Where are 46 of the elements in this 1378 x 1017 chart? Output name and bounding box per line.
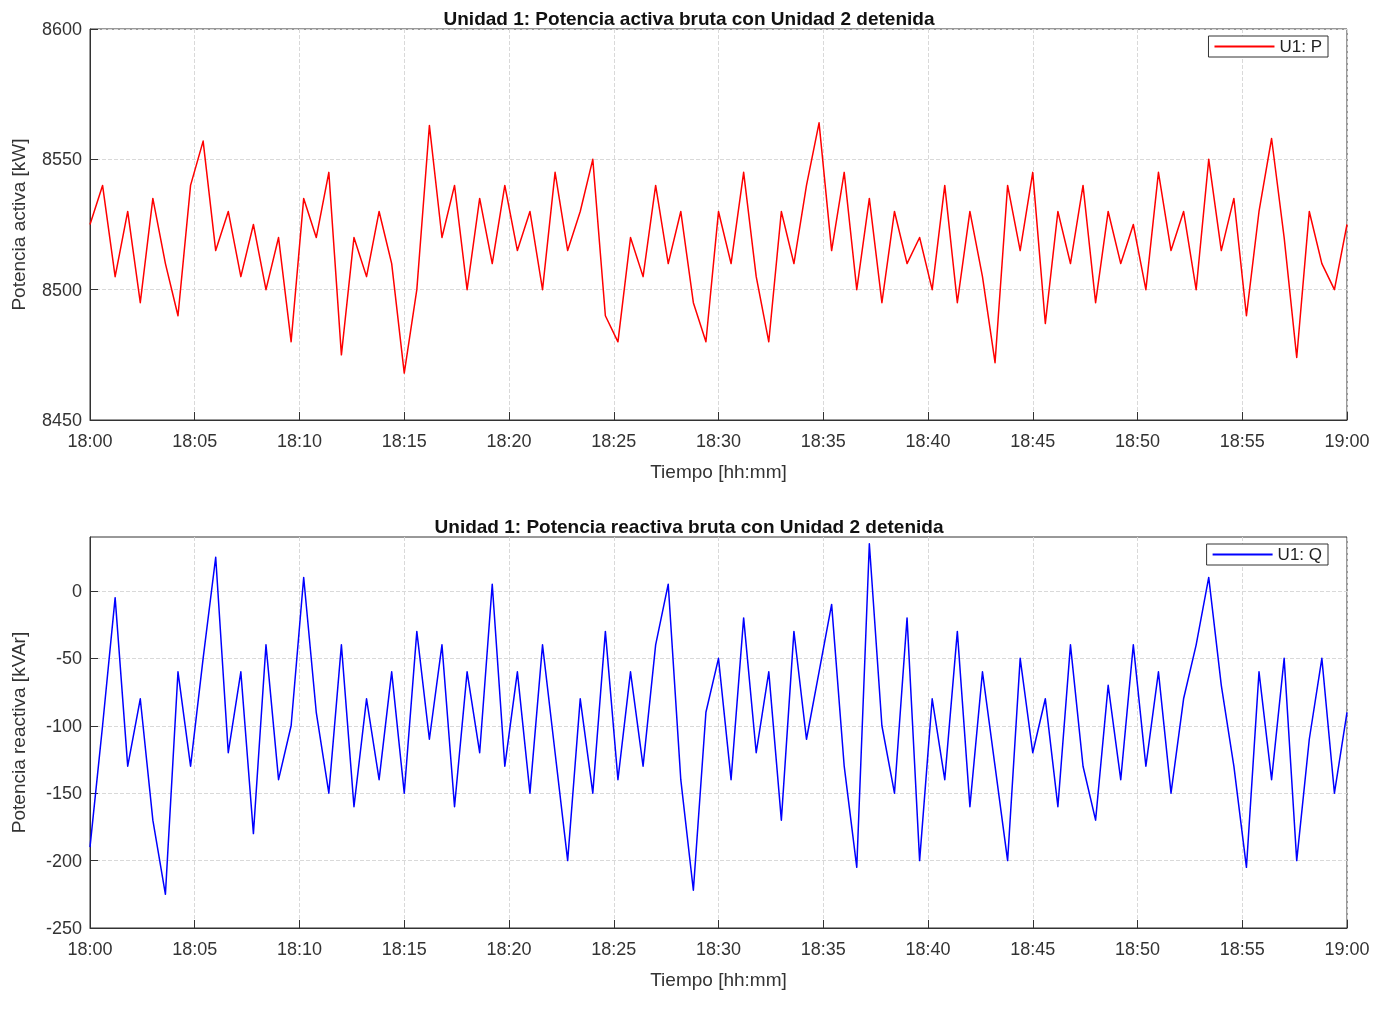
x-tick-label: 18:55: [1219, 939, 1265, 959]
line-series: [89, 542, 1348, 896]
y-tick-label: 8450: [41, 410, 82, 430]
y-tick-label: -200: [45, 850, 82, 871]
y-tick-label: 8500: [41, 279, 82, 300]
x-tick-label: 19:00: [1324, 431, 1370, 451]
y-tick-label: -50: [55, 648, 82, 669]
x-tick-label: 18:35: [800, 431, 846, 451]
x-axis-title: Tiempo [hh:mm]: [650, 461, 787, 482]
x-tick-label: 18:50: [1114, 431, 1160, 451]
x-tick-label: 18:45: [1010, 431, 1056, 451]
x-tick-label: 19:00: [1324, 939, 1370, 959]
line-series: [89, 122, 1348, 374]
x-tick-label: 18:40: [905, 939, 951, 959]
x-tick-label: 18:40: [905, 431, 951, 451]
x-tick-label: 18:10: [277, 939, 323, 959]
y-axis-title: Potencia activa [kW]: [8, 138, 29, 311]
chart-title: Unidad 1: Potencia reactiva bruta con Unidad 2 detenida: [434, 516, 944, 537]
y-tick-label: -100: [45, 715, 82, 736]
x-tick-label: 18:15: [381, 939, 427, 959]
x-tick-label: 18:20: [486, 431, 532, 451]
x-tick-label: 18:05: [172, 431, 218, 451]
y-tick-label: -250: [45, 918, 82, 938]
legend-label: U1: P: [1279, 37, 1323, 56]
y-tick-label: 8600: [41, 19, 82, 39]
x-tick-label: 18:15: [381, 431, 427, 451]
y-tick-label: -150: [45, 783, 82, 804]
x-axis-title: Tiempo [hh:mm]: [650, 969, 787, 990]
x-tick-label: 18:30: [695, 431, 742, 451]
x-tick-label: 18:25: [591, 431, 637, 451]
legend-label: U1: Q: [1277, 545, 1323, 564]
y-tick-label: 0: [71, 580, 82, 601]
x-tick-label: 18:50: [1114, 939, 1160, 959]
x-tick-label: 18:00: [67, 431, 113, 451]
x-tick-label: 18:05: [172, 939, 218, 959]
x-tick-label: 18:35: [800, 939, 846, 959]
x-tick-label: 18:10: [277, 431, 323, 451]
x-tick-label: 18:00: [67, 939, 113, 959]
x-tick-label: 18:30: [695, 939, 742, 959]
x-tick-label: 18:55: [1219, 431, 1265, 451]
chart-title: Unidad 1: Potencia activa bruta con Unidad 2 detenida: [443, 8, 935, 29]
y-tick-label: 8550: [41, 149, 82, 170]
x-tick-label: 18:20: [486, 939, 532, 959]
x-tick-label: 18:25: [591, 939, 637, 959]
y-axis-title: Potencia reactiva [kVAr]: [8, 631, 29, 834]
x-tick-label: 18:45: [1010, 939, 1056, 959]
